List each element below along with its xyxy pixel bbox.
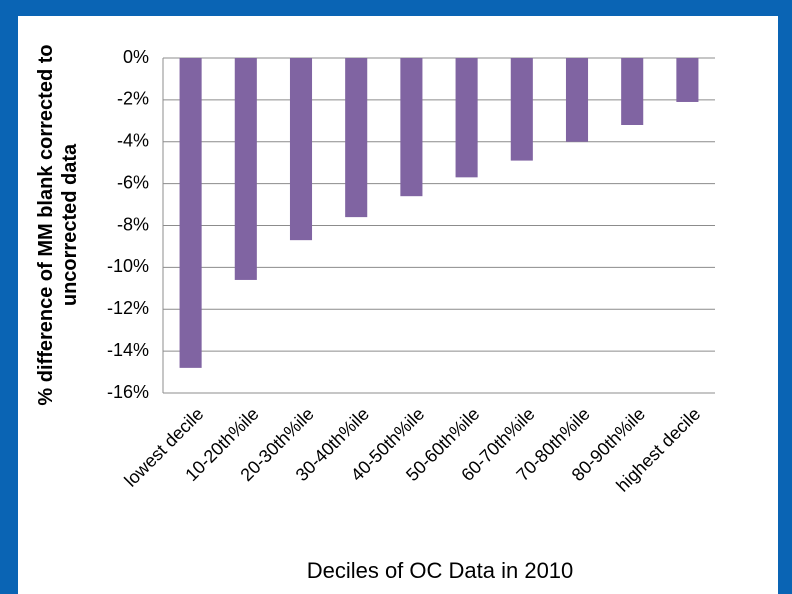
- bar: [345, 58, 368, 218]
- bar: [510, 58, 533, 161]
- bar: [621, 58, 644, 125]
- bar: [289, 58, 313, 241]
- bar: [676, 58, 699, 102]
- y-tick-label: -14%: [107, 340, 149, 360]
- y-tick-label: 0%: [123, 47, 149, 67]
- y-axis-title: % difference of MM blank corrected to un…: [35, 44, 81, 405]
- bar: [400, 58, 423, 197]
- y-tick-label: -2%: [117, 89, 149, 109]
- bar: [179, 58, 202, 368]
- chart-panel: [18, 16, 778, 594]
- x-axis-title: Deciles of OC Data in 2010: [307, 558, 574, 583]
- bar: [565, 58, 589, 142]
- bar: [234, 58, 257, 280]
- y-axis-title-line: uncorrected data: [59, 143, 81, 306]
- y-tick-label: -12%: [107, 298, 149, 318]
- y-tick-label: -16%: [107, 382, 149, 402]
- y-axis-title-line: % difference of MM blank corrected to: [35, 44, 57, 405]
- y-tick-label: -6%: [117, 172, 149, 192]
- y-tick-label: -8%: [117, 214, 149, 234]
- y-tick-label: -4%: [117, 131, 149, 151]
- bar: [455, 58, 478, 178]
- y-tick-label: -10%: [107, 256, 149, 276]
